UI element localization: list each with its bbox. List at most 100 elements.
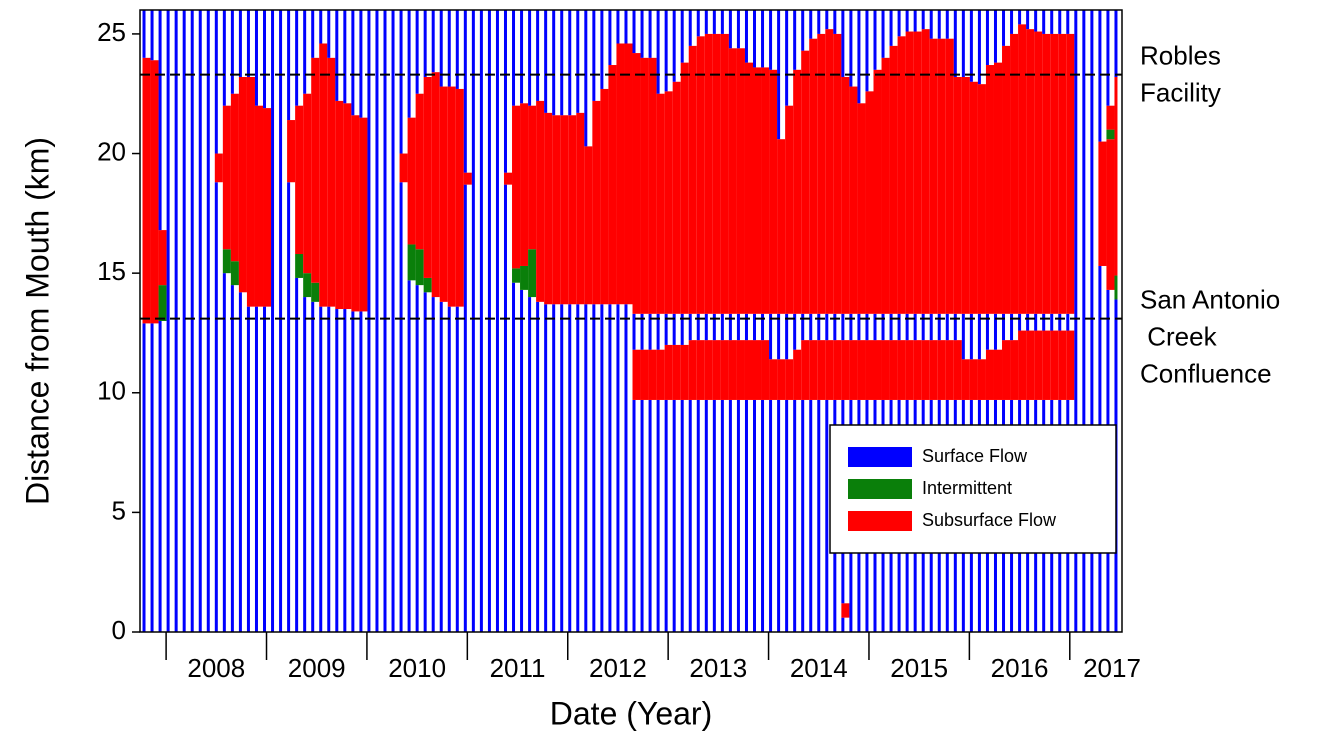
flow-segment <box>520 10 524 104</box>
flow-segment <box>479 10 483 632</box>
flow-segment <box>423 10 427 77</box>
year-label: 2014 <box>790 653 848 683</box>
flow-segment <box>512 105 521 269</box>
legend-label: Subsurface Flow <box>922 510 1057 530</box>
flow-segment <box>672 313 676 345</box>
year-label: 2009 <box>288 653 346 683</box>
flow-segment <box>632 349 641 400</box>
flow-segment <box>993 10 997 63</box>
flow-segment <box>1058 313 1062 331</box>
flow-segment <box>889 340 898 400</box>
flow-segment <box>319 10 323 44</box>
flow-segment <box>520 103 529 266</box>
flow-segment <box>359 311 363 632</box>
flow-segment <box>793 399 797 632</box>
flow-segment <box>744 313 748 341</box>
flow-segment <box>825 399 829 632</box>
flow-segment <box>801 10 805 51</box>
flow-segment <box>415 249 424 286</box>
flow-segment <box>520 289 524 632</box>
flow-segment <box>536 10 540 101</box>
reference-label: Confluence <box>1140 358 1272 388</box>
flow-segment <box>833 313 837 341</box>
flow-segment <box>1114 76 1118 276</box>
flow-segment <box>769 359 778 400</box>
flow-segment <box>343 10 347 104</box>
flow-segment <box>793 349 802 400</box>
flow-segment <box>335 10 339 101</box>
flow-segment <box>744 62 754 314</box>
flow-segment <box>720 313 724 341</box>
flow-segment <box>857 340 866 400</box>
flow-segment <box>720 399 724 632</box>
flow-segment <box>552 10 556 116</box>
flow-segment <box>1042 313 1046 331</box>
flow-segment <box>383 10 387 632</box>
flow-segment <box>688 399 692 632</box>
flow-segment <box>1050 33 1059 314</box>
flow-segment <box>407 10 411 118</box>
flow-segment <box>335 100 344 310</box>
flow-segment <box>1026 313 1030 331</box>
flow-segment <box>720 10 724 34</box>
flow-segment <box>696 399 700 632</box>
flow-segment <box>817 33 826 314</box>
flow-segment <box>439 10 443 87</box>
flow-segment <box>222 273 226 632</box>
flow-segment <box>857 313 861 341</box>
flow-segment <box>1114 10 1118 77</box>
flow-segment <box>897 36 906 314</box>
flow-segment <box>664 344 673 400</box>
flow-segment <box>809 38 818 314</box>
flow-segment <box>696 10 700 37</box>
flow-segment <box>785 105 794 314</box>
flow-segment <box>1106 105 1115 130</box>
flow-segment <box>728 48 737 314</box>
flow-segment <box>736 313 740 341</box>
flow-segment <box>287 10 291 121</box>
flow-segment <box>873 69 882 314</box>
flow-segment <box>1098 141 1107 266</box>
flow-segment <box>399 10 403 154</box>
flow-segment <box>230 285 234 632</box>
flow-segment <box>455 306 459 632</box>
flow-segment <box>1066 10 1070 34</box>
flow-segment <box>785 399 789 632</box>
flow-segment <box>576 112 585 305</box>
flow-segment <box>624 10 628 44</box>
bars <box>142 10 1118 632</box>
flow-segment <box>311 57 320 283</box>
flow-segment <box>632 53 641 314</box>
flow-segment <box>1106 139 1115 290</box>
y-tick-label: 25 <box>97 17 126 47</box>
flow-segment <box>1042 10 1046 34</box>
flow-segment <box>391 10 395 632</box>
flow-segment <box>351 311 355 632</box>
flow-segment <box>238 292 242 632</box>
flow-segment <box>769 69 778 314</box>
year-label: 2017 <box>1083 653 1141 683</box>
flow-segment <box>817 10 821 34</box>
flow-segment <box>921 340 930 400</box>
flow-segment <box>600 10 604 89</box>
y-tick-label: 20 <box>97 136 126 166</box>
flow-segment <box>1114 275 1118 300</box>
flow-segment <box>287 182 291 632</box>
flow-segment <box>969 81 978 314</box>
flow-segment <box>311 10 315 58</box>
flow-segment <box>913 313 917 341</box>
flow-segment <box>1010 313 1014 341</box>
flow-segment <box>744 340 754 400</box>
flow-segment <box>640 399 644 632</box>
flow-segment <box>254 10 258 106</box>
flow-segment <box>712 399 716 632</box>
flow-segment <box>769 10 773 70</box>
flow-segment <box>736 48 745 314</box>
flow-segment <box>415 10 419 94</box>
year-label: 2010 <box>388 653 446 683</box>
flow-segment <box>680 10 684 63</box>
flow-segment <box>993 349 1003 400</box>
flow-segment <box>1026 10 1030 30</box>
flow-segment <box>238 76 247 293</box>
flow-segment <box>937 38 946 314</box>
